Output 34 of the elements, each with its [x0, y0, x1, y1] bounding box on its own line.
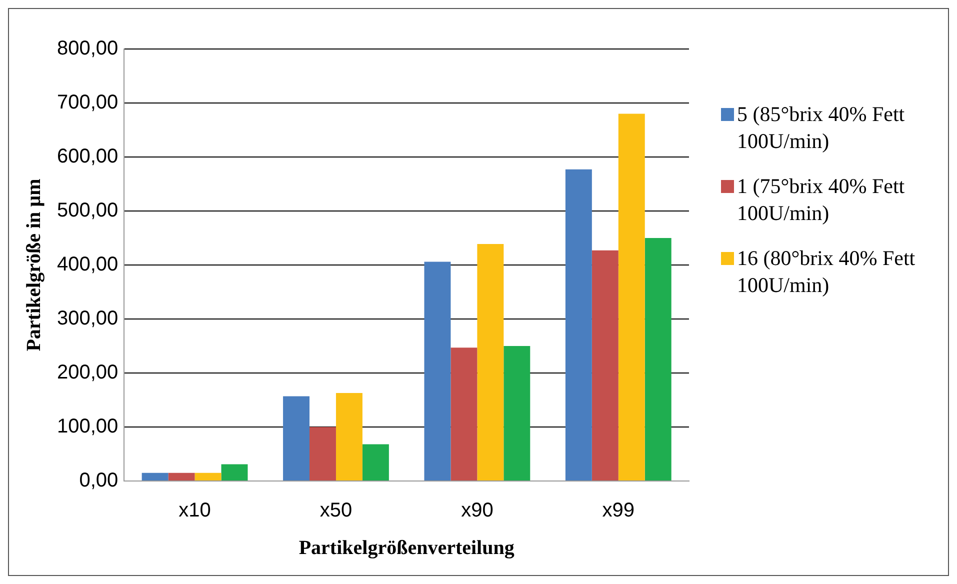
- bar: [362, 444, 389, 480]
- y-tick-label: 700,00: [57, 92, 118, 114]
- y-tick-label: 100,00: [57, 416, 118, 438]
- y-axis-title: Partikelgröße in µm: [23, 178, 46, 352]
- x-axis-title: Partikelgrößenverteilung: [298, 537, 514, 560]
- bar: [565, 169, 592, 480]
- bar: [283, 396, 310, 480]
- x-tick-label: x99: [602, 500, 635, 522]
- y-tick-label: 300,00: [57, 308, 118, 330]
- y-tick-label: 600,00: [57, 146, 118, 168]
- x-tick-label: x50: [320, 500, 352, 522]
- legend-label: 1 (75°brix 40% Fett 100U/min): [737, 173, 906, 227]
- legend-label: 5 (85°brix 40% Fett 100U/min): [737, 101, 906, 155]
- bar: [424, 262, 451, 480]
- y-tick-label: 200,00: [57, 362, 118, 384]
- x-tick-label: x90: [461, 500, 494, 522]
- bar: [310, 427, 336, 480]
- bar: [194, 472, 222, 480]
- bar: [168, 472, 195, 480]
- bar: [592, 250, 618, 480]
- y-tick-label: 400,00: [57, 254, 118, 276]
- y-tick-label: 800,00: [57, 38, 118, 60]
- bar: [504, 346, 530, 480]
- bar: [477, 244, 504, 480]
- x-tick-label: x10: [178, 500, 211, 522]
- legend-label: 16 (80°brix 40% Fett 100U/min): [737, 245, 916, 299]
- bar: [618, 114, 645, 480]
- bar: [644, 238, 672, 480]
- bar: [142, 472, 168, 480]
- bar: [336, 392, 362, 480]
- bar: [221, 464, 248, 480]
- y-tick-label: 500,00: [57, 200, 118, 222]
- bar: [450, 348, 478, 480]
- y-tick-label: 0,00: [79, 470, 118, 492]
